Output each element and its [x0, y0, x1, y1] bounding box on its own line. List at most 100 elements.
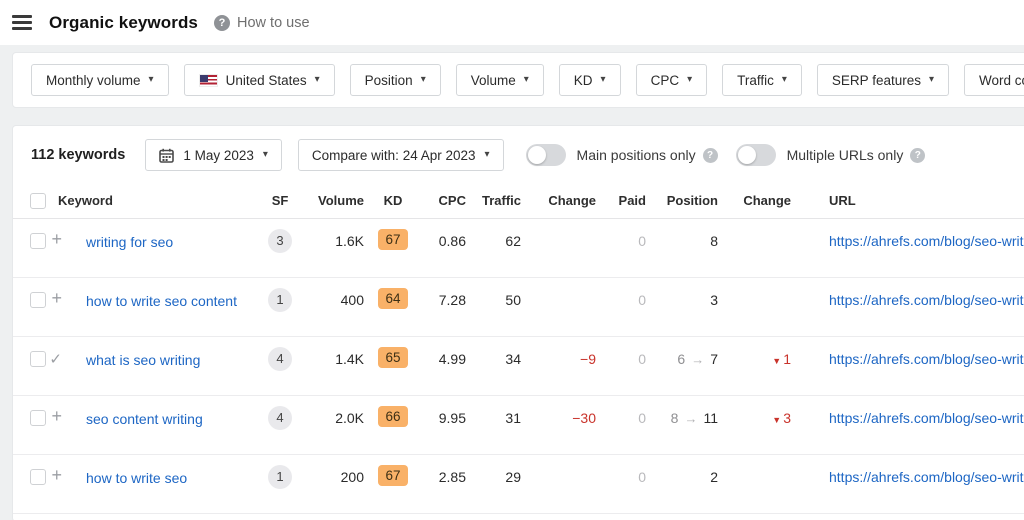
filter-dropdown-button[interactable]: Position ▾ [349, 64, 441, 96]
volume-value: 200 [340, 469, 364, 485]
filter-label: Position [364, 72, 413, 88]
row-checkbox[interactable] [30, 233, 46, 249]
tracked-check-icon[interactable]: ✓ [49, 351, 62, 368]
kd-badge: 65 [378, 347, 408, 368]
result-url-link[interactable]: https://ahrefs.com/blog/seo-writing/ [829, 469, 1024, 485]
table-row: + seo content writing 4 2.0K 66 9.95 31 … [13, 396, 1024, 455]
keyword-link[interactable]: how to write seo content [86, 293, 237, 309]
serp-features-badge[interactable]: 4 [268, 406, 292, 430]
row-checkbox[interactable] [30, 292, 46, 308]
row-checkbox[interactable] [30, 469, 46, 485]
traffic-change-value: −9 [580, 351, 596, 367]
page-title: Organic keywords [49, 12, 198, 32]
position-cell: → 3 [646, 278, 718, 308]
keyword-link[interactable]: how to write seo [86, 470, 188, 486]
position-change-cell: ▼ 1 [718, 337, 791, 367]
serp-features-badge[interactable]: 1 [268, 288, 292, 312]
keyword-link[interactable]: writing for seo [86, 234, 174, 250]
position-arrow-icon: → [691, 352, 705, 367]
expand-plus-icon[interactable]: + [51, 406, 62, 426]
filter-dropdown-button[interactable]: Volume ▾ [455, 64, 544, 96]
position-change-value: 3 [783, 410, 791, 426]
calendar-icon [159, 148, 175, 163]
table-header-row: Keyword SF Volume KD CPC Traffic Change … [13, 183, 1024, 219]
keyword-count: 112 keywords [31, 147, 126, 163]
traffic-change-value [521, 219, 596, 233]
volume-value: 1.4K [335, 351, 364, 367]
serp-features-badge[interactable]: 1 [268, 465, 292, 489]
filter-dropdown-button[interactable]: Traffic ▾ [722, 64, 802, 96]
paid-value: 0 [638, 410, 646, 426]
column-header-cpc[interactable]: CPC [438, 193, 466, 208]
row-checkbox[interactable] [30, 410, 46, 426]
keywords-table-panel: 112 keywords 1 May 2023 ▾ Compare with: … [12, 125, 1024, 520]
chevron-down-icon: ▾ [314, 74, 320, 85]
column-header-volume[interactable]: Volume [318, 193, 364, 208]
column-header-url[interactable]: URL [829, 193, 856, 208]
column-header-change[interactable]: Change [548, 193, 596, 208]
expand-plus-icon[interactable]: + [51, 288, 62, 308]
expand-plus-icon[interactable]: + [51, 229, 62, 249]
date-picker-button[interactable]: 1 May 2023 ▾ [145, 139, 282, 171]
position-change-cell: ▼ 3 [718, 396, 791, 426]
filter-label: Monthly volume [46, 72, 141, 88]
position-cell: 8 → 11 [646, 396, 718, 426]
column-header-kd[interactable]: KD [383, 193, 403, 208]
serp-features-badge[interactable]: 4 [268, 347, 292, 371]
position-arrow-icon: → [684, 411, 698, 426]
traffic-value: 50 [505, 292, 521, 308]
chevron-down-icon: ▾ [687, 74, 693, 85]
filter-dropdown-button[interactable]: Monthly volume ▾ [31, 64, 169, 96]
result-url-link[interactable]: https://ahrefs.com/blog/seo-writing/ [829, 351, 1024, 367]
chevron-down-icon: ▾ [484, 149, 490, 160]
filter-dropdown-button[interactable]: CPC ▾ [635, 64, 708, 96]
how-to-use-link[interactable]: How to use [237, 14, 310, 31]
filter-dropdown-button[interactable]: KD ▾ [558, 64, 621, 96]
position-previous: 6 [677, 351, 686, 367]
traffic-change-value: −30 [572, 410, 596, 426]
column-header-sf[interactable]: SF [271, 193, 289, 208]
position-previous: 8 [670, 410, 679, 426]
traffic-value: 31 [505, 410, 521, 426]
row-checkbox[interactable] [30, 351, 46, 367]
hamburger-menu-icon[interactable] [12, 15, 32, 30]
traffic-value: 34 [505, 351, 521, 367]
column-header-position[interactable]: Position [666, 193, 718, 208]
help-question-icon[interactable]: ? [910, 147, 926, 163]
traffic-value: 29 [505, 469, 521, 485]
keyword-link[interactable]: seo content writing [86, 411, 203, 427]
filter-label: KD [573, 72, 593, 88]
filter-dropdown-button[interactable]: SERP features ▾ [816, 64, 950, 96]
main-positions-toggle[interactable] [525, 144, 566, 166]
result-url-link[interactable]: https://ahrefs.com/blog/seo-writing/ [829, 292, 1024, 308]
paid-value: 0 [638, 292, 646, 308]
help-question-icon[interactable]: ? [214, 14, 230, 31]
multiple-urls-toggle[interactable] [735, 144, 776, 166]
multiple-urls-label: Multiple URLs only [786, 147, 904, 163]
compare-date-button[interactable]: Compare with: 24 Apr 2023 ▾ [297, 139, 504, 171]
table-row: + how to write seo 1 200 67 2.85 29 0 → … [13, 455, 1024, 514]
result-url-link[interactable]: https://ahrefs.com/blog/seo-writing/ [829, 410, 1024, 426]
column-header-keyword[interactable]: Keyword [58, 193, 113, 208]
filter-dropdown-button[interactable]: Word count ▾ [964, 64, 1024, 96]
table-row: ✓ what is seo writing 4 1.4K 65 4.99 34 … [13, 337, 1024, 396]
triangle-down-icon: ▼ [772, 415, 782, 425]
expand-plus-icon[interactable]: + [51, 465, 62, 485]
column-header-traffic[interactable]: Traffic [481, 193, 521, 208]
help-question-icon[interactable]: ? [702, 147, 718, 163]
select-all-checkbox[interactable] [30, 192, 46, 209]
traffic-change-value [521, 278, 596, 292]
column-header-paid[interactable]: Paid [618, 193, 646, 208]
serp-features-badge[interactable]: 3 [268, 229, 292, 253]
table-controls: 112 keywords 1 May 2023 ▾ Compare with: … [13, 126, 1024, 183]
compare-label: Compare with: 24 Apr 2023 [311, 147, 476, 163]
position-current: 7 [710, 351, 718, 367]
volume-value: 2.0K [335, 410, 364, 426]
result-url-link[interactable]: https://ahrefs.com/blog/seo-writing/ [829, 233, 1024, 249]
column-header-position-change[interactable]: Change [743, 193, 791, 208]
keyword-link[interactable]: what is seo writing [86, 352, 201, 368]
table-row: + how to write seo content 1 400 64 7.28… [13, 278, 1024, 337]
chevron-down-icon: ▾ [262, 149, 268, 160]
filter-dropdown-button[interactable]: United States ▾ [183, 64, 335, 96]
filter-bar: Monthly volume ▾ United States ▾ Positio… [31, 64, 1024, 96]
